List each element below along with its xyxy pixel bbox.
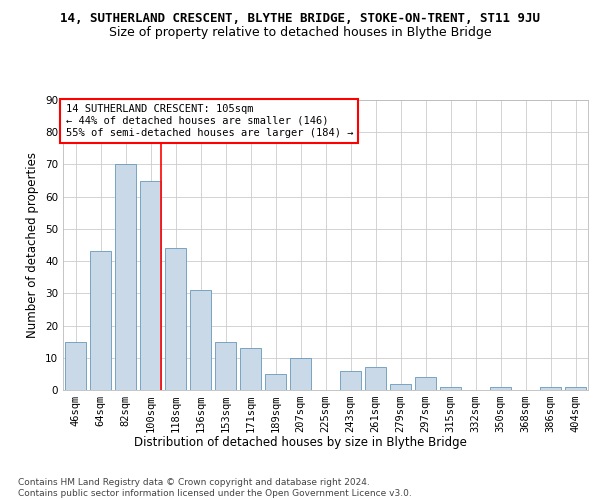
Bar <box>65 342 86 390</box>
Bar <box>340 370 361 390</box>
Bar <box>540 387 561 390</box>
Bar <box>490 387 511 390</box>
Y-axis label: Number of detached properties: Number of detached properties <box>26 152 40 338</box>
Bar <box>290 358 311 390</box>
Text: 14, SUTHERLAND CRESCENT, BLYTHE BRIDGE, STOKE-ON-TRENT, ST11 9JU: 14, SUTHERLAND CRESCENT, BLYTHE BRIDGE, … <box>60 12 540 26</box>
Bar <box>140 180 161 390</box>
Bar <box>365 368 386 390</box>
Bar <box>90 252 111 390</box>
Bar <box>415 377 436 390</box>
Text: Distribution of detached houses by size in Blythe Bridge: Distribution of detached houses by size … <box>134 436 466 449</box>
Bar <box>240 348 261 390</box>
Bar <box>190 290 211 390</box>
Text: Size of property relative to detached houses in Blythe Bridge: Size of property relative to detached ho… <box>109 26 491 39</box>
Bar <box>115 164 136 390</box>
Bar <box>165 248 186 390</box>
Bar <box>215 342 236 390</box>
Text: 14 SUTHERLAND CRESCENT: 105sqm
← 44% of detached houses are smaller (146)
55% of: 14 SUTHERLAND CRESCENT: 105sqm ← 44% of … <box>65 104 353 138</box>
Bar <box>440 387 461 390</box>
Bar <box>390 384 411 390</box>
Text: Contains HM Land Registry data © Crown copyright and database right 2024.
Contai: Contains HM Land Registry data © Crown c… <box>18 478 412 498</box>
Bar <box>265 374 286 390</box>
Bar <box>565 387 586 390</box>
